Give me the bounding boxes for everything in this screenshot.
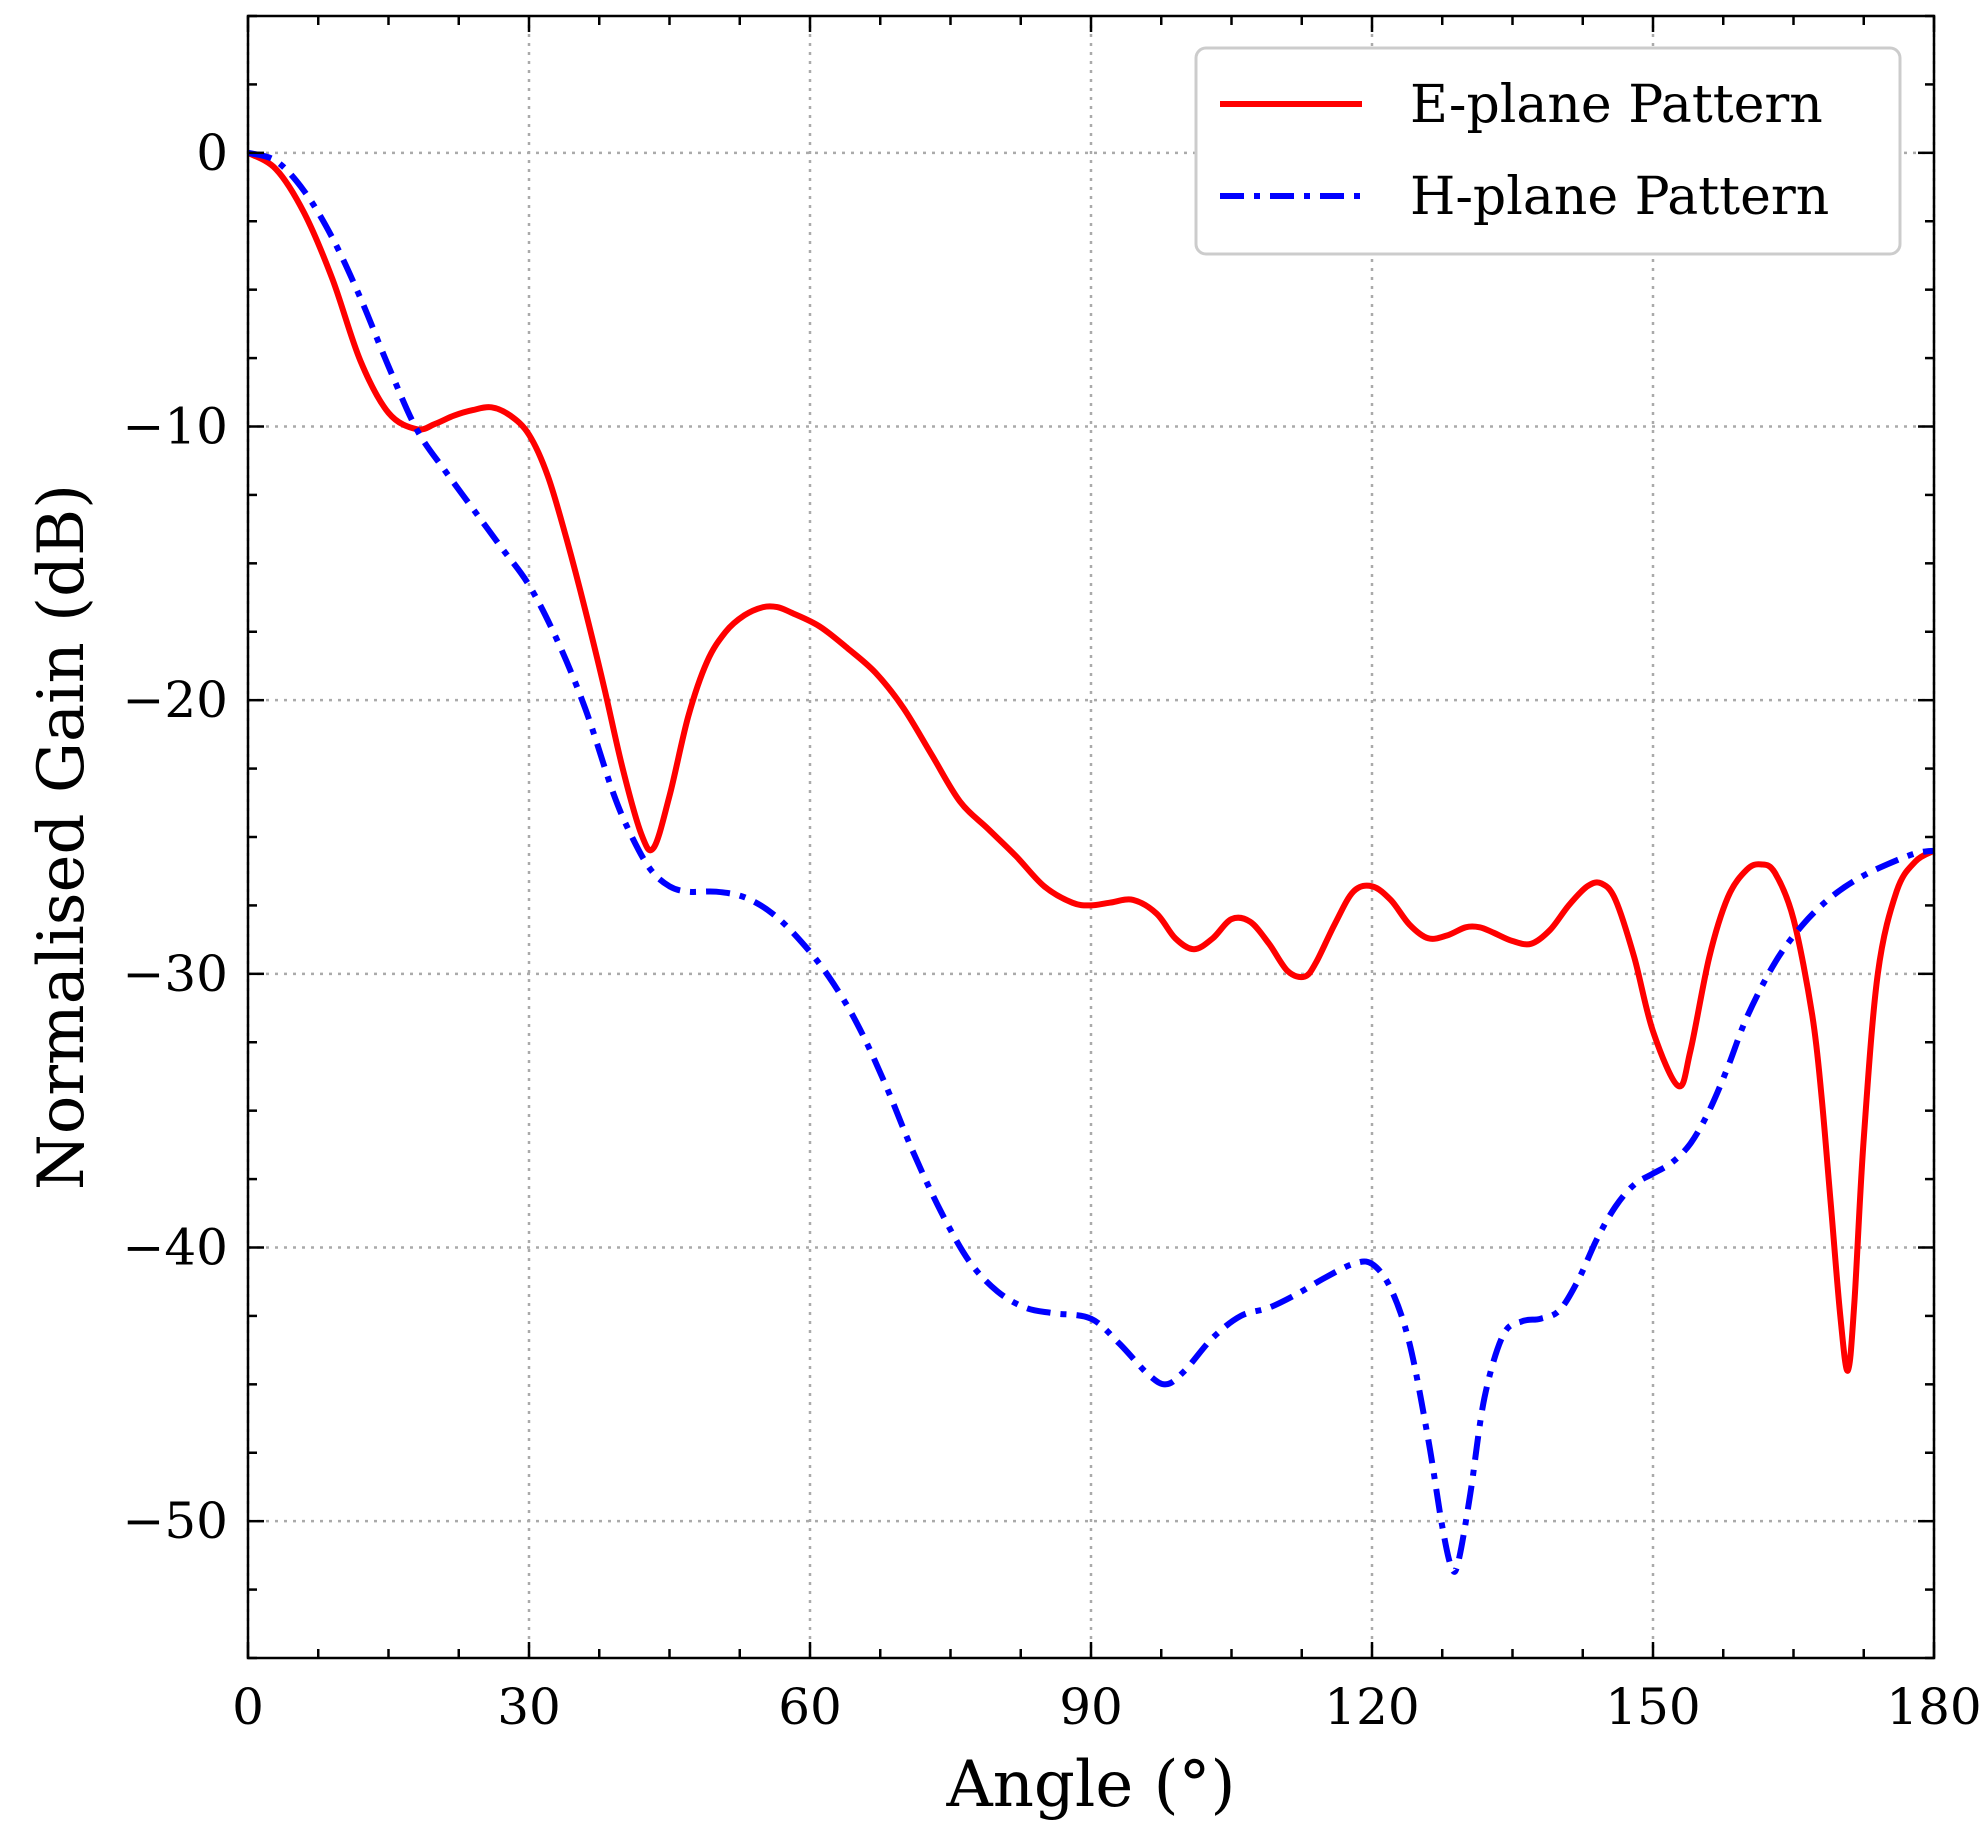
x-tick-label: 120 (1324, 1678, 1419, 1736)
y-tick-label: −20 (122, 671, 228, 729)
legend-box (1194, 46, 1902, 256)
x-tick-label: 180 (1886, 1678, 1981, 1736)
x-tick-label: 150 (1605, 1678, 1700, 1736)
tick-labels: 0 30 60 90 120 150 180 0 −10 −20 −30 −40 −50 (122, 124, 1981, 1736)
axis-ticks (246, 14, 1936, 1660)
legend: E-plane Pattern H-plane Pattern (1194, 46, 1902, 256)
x-tick-label: 90 (1059, 1678, 1123, 1736)
y-tick-label: −30 (122, 945, 228, 1003)
h-plane-pattern-line (248, 149, 1934, 1575)
x-tick-label: 30 (497, 1678, 561, 1736)
y-tick-label: −40 (122, 1219, 228, 1277)
x-axis-label: Angle (°) (945, 1748, 1235, 1822)
y-axis-label: Normalised Gain (dB) (25, 484, 99, 1190)
plot-lines (248, 149, 1934, 1575)
legend-label-e-plane: E-plane Pattern (1410, 75, 1823, 135)
y-tick-label: −50 (122, 1492, 228, 1550)
x-tick-label: 0 (232, 1678, 264, 1736)
x-tick-label: 60 (778, 1678, 842, 1736)
y-tick-label: 0 (196, 124, 228, 182)
legend-label-h-plane: H-plane Pattern (1410, 167, 1829, 227)
y-tick-label: −10 (122, 398, 228, 456)
e-plane-pattern-line (248, 150, 1934, 1374)
